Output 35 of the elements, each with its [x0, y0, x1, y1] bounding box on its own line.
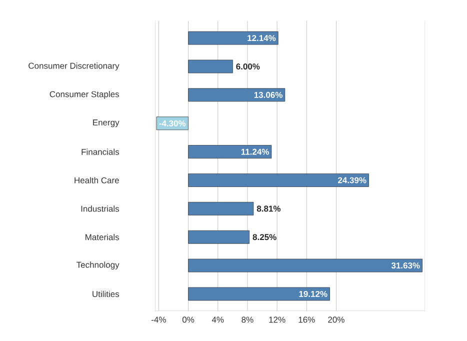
data-label: 6.00%	[236, 63, 260, 70]
data-label: 19.12%	[299, 290, 328, 297]
data-label: 24.39%	[338, 177, 366, 184]
bar	[188, 202, 254, 216]
bar	[188, 88, 286, 102]
data-label: 8.25%	[252, 234, 276, 240]
data-label: -4.30%	[159, 120, 186, 126]
y-tick-label: Industrials	[81, 206, 120, 212]
y-tick-label: Consumer Discretionary	[28, 62, 120, 70]
data-label: 11.24%	[241, 148, 270, 155]
bar	[188, 60, 233, 74]
y-tick-label: Energy	[93, 120, 120, 128]
y-tick-label: Consumer Staples	[50, 90, 119, 99]
x-tick-label: 12%	[269, 316, 286, 323]
y-tick-label: Utilities	[92, 290, 120, 298]
bar	[188, 258, 422, 272]
bar	[188, 145, 272, 158]
x-tick-label: 20%	[328, 316, 344, 323]
data-label: 8.81%	[256, 206, 281, 212]
x-tick-label: -4%	[152, 316, 166, 323]
bar	[188, 287, 330, 301]
bar	[188, 31, 278, 45]
y-tick-label: Technology	[76, 262, 120, 270]
x-tick-label: 4%	[212, 316, 224, 323]
x-tick-label: 16%	[298, 316, 315, 323]
bar	[188, 174, 369, 187]
x-tick-label: 0%	[182, 316, 194, 323]
data-label: 12.14%	[248, 35, 276, 42]
y-tick-label: Health Care	[74, 177, 119, 184]
x-tick-label: 8%	[242, 316, 254, 323]
bar	[188, 230, 250, 244]
y-tick-label: Financials	[82, 148, 120, 155]
data-label: 13.06%	[254, 92, 282, 98]
y-tick-label: Materials	[86, 234, 120, 240]
data-label: 31.63%	[391, 262, 420, 269]
